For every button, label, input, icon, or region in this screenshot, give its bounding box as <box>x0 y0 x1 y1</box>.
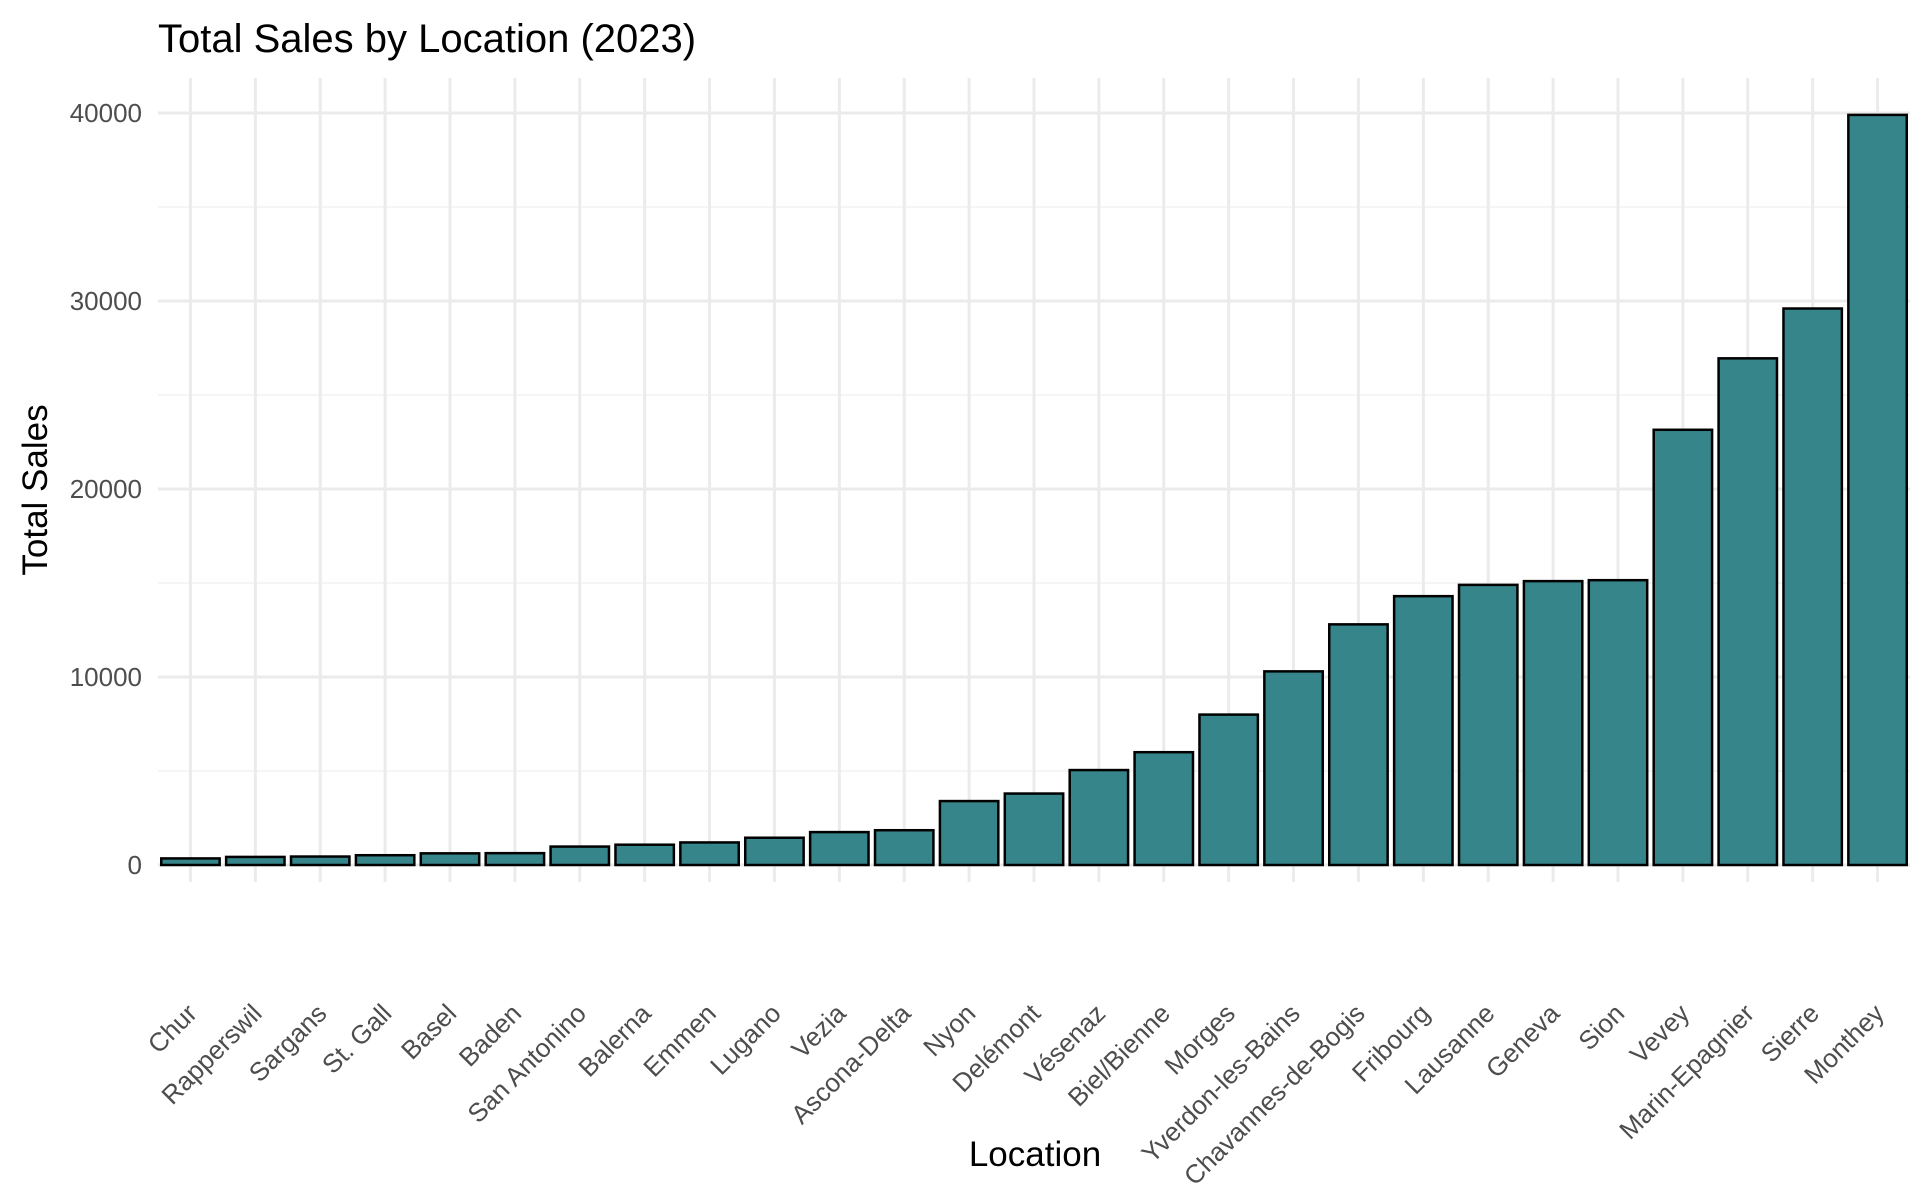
bar <box>1782 307 1844 867</box>
bar <box>224 855 286 867</box>
bar <box>1327 623 1389 867</box>
bar <box>549 845 611 867</box>
y-tick-label: 40000 <box>70 98 142 128</box>
bar <box>1717 357 1779 867</box>
chart-title: Total Sales by Location (2023) <box>158 17 696 61</box>
bar <box>679 841 741 867</box>
x-tick-label: St. Gall <box>316 998 397 1079</box>
x-tick-label: Geneva <box>1480 998 1566 1084</box>
y-axis-ticks: 0 10000 20000 30000 40000 <box>70 98 142 880</box>
x-tick-label: Lugano <box>704 998 787 1081</box>
y-tick-label: 10000 <box>70 662 142 692</box>
y-tick-label: 30000 <box>70 286 142 316</box>
bar <box>808 830 870 867</box>
bar <box>159 857 221 867</box>
bar <box>1457 583 1519 867</box>
x-tick-label: Sion <box>1572 998 1630 1056</box>
y-axis-title: Total Sales <box>16 404 55 575</box>
bar <box>419 852 481 867</box>
x-tick-label: Emmen <box>637 998 722 1083</box>
bar <box>873 828 935 867</box>
bars <box>159 113 1909 867</box>
bar <box>614 843 676 867</box>
bar <box>1652 428 1714 867</box>
bar <box>1068 768 1130 867</box>
bar <box>1587 578 1649 867</box>
x-tick-label: Basel <box>395 998 462 1065</box>
bar <box>1263 670 1325 867</box>
bar <box>1522 579 1584 867</box>
bar <box>938 799 1000 867</box>
bar <box>1003 792 1065 867</box>
bar <box>1847 113 1909 867</box>
bar <box>1198 713 1260 867</box>
bar <box>289 855 351 867</box>
bar <box>484 851 546 867</box>
x-axis-title: Location <box>969 1135 1101 1174</box>
bar <box>354 853 416 867</box>
bar <box>1392 594 1454 867</box>
bar <box>743 836 805 867</box>
bar <box>1133 750 1195 867</box>
y-tick-label: 20000 <box>70 474 142 504</box>
y-tick-label: 0 <box>128 850 142 880</box>
